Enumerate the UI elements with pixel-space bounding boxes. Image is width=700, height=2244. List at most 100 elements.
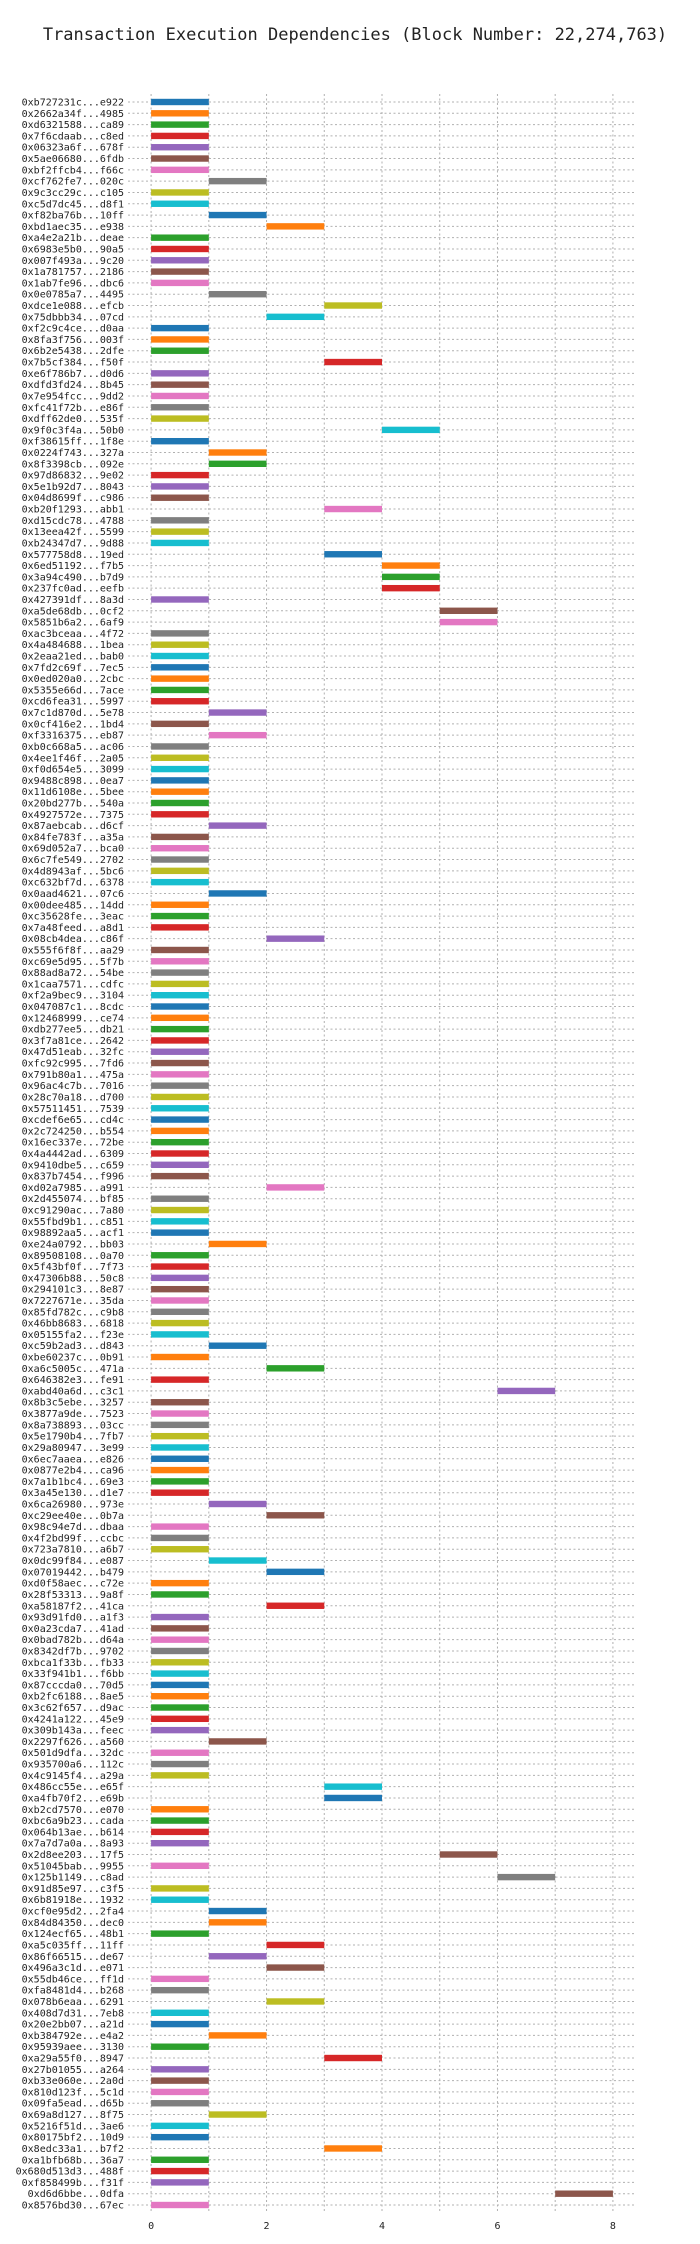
task-bar <box>151 912 209 920</box>
task-bar <box>151 1421 209 1429</box>
task-bar <box>151 1410 209 1417</box>
y-tick-label: 0x69a8d127...8f75 <box>22 2110 124 2121</box>
y-tick-label: 0xa1bfb68b...36a7 <box>22 2155 124 2166</box>
y-tick-label: 0x0e0785a7...4495 <box>22 290 124 301</box>
y-tick-label: 0xabd40a6d...c3c1 <box>22 1386 124 1397</box>
y-tick-label: 0x5851b6a2...6af9 <box>22 618 124 629</box>
task-bar <box>151 969 209 976</box>
y-tick-label: 0xc69e5d95...5f7b <box>22 957 124 968</box>
y-tick-label: 0x4c9145f4...a29a <box>22 1771 124 1782</box>
y-tick-label: 0x935700a6...112c <box>22 1760 124 1771</box>
y-tick-label: 0x6ed51192...f7b5 <box>22 561 124 572</box>
task-bar <box>151 257 209 264</box>
task-bar <box>497 1873 556 1881</box>
task-bar <box>151 1828 209 1836</box>
y-tick-label: 0x427391df...8a3d <box>22 595 124 606</box>
task-bar <box>208 1342 267 1349</box>
task-bar <box>151 1432 209 1440</box>
y-tick-label: 0x555f6f8f...aa29 <box>22 945 124 956</box>
y-tick-label: 0x646382e3...fe91 <box>22 1375 124 1386</box>
task-bar <box>151 1986 209 1994</box>
y-tick-label: 0x8fa3f756...003f <box>22 335 124 346</box>
x-tick-label: 0 <box>148 2221 154 2232</box>
task-bar <box>151 1772 209 1779</box>
y-tick-label: 0x3c62f657...d9ac <box>22 1703 124 1714</box>
y-tick-label: 0x86f66515...de67 <box>22 1952 124 1963</box>
y-tick-label: 0x06323a6f...678f <box>22 143 124 154</box>
y-tick-label: 0xac3bceaa...4f72 <box>22 629 124 640</box>
y-tick-label: 0x125b1149...c8ad <box>22 1873 124 1884</box>
y-tick-label: 0xbc6a9b23...cada <box>22 1816 124 1827</box>
y-tick-label: 0x8a738893...03cc <box>22 1420 124 1431</box>
task-bar <box>151 166 209 174</box>
y-tick-label: 0xc5d7dc45...d8f1 <box>22 199 124 210</box>
task-bar <box>151 1670 209 1677</box>
task-bar <box>151 1297 209 1304</box>
y-tick-label: 0x98c94e7d...dbaa <box>22 1522 124 1533</box>
task-bar <box>151 992 209 999</box>
task-bar <box>151 1647 209 1655</box>
y-tick-label: 0x27b01055...a264 <box>22 2065 124 2076</box>
task-bar <box>151 121 209 128</box>
task-bar <box>151 110 209 117</box>
y-tick-label: 0x8edc33a1...b7f2 <box>22 2144 124 2155</box>
task-bar <box>151 347 209 354</box>
task-bar <box>208 177 267 185</box>
task-bar <box>382 426 440 434</box>
y-tick-label: 0x309b143a...feec <box>22 1726 124 1737</box>
task-bar <box>151 1399 209 1406</box>
y-tick-label: 0x5e1790b4...7fb7 <box>22 1432 124 1443</box>
task-bar <box>208 291 267 298</box>
y-tick-label: 0x93d91fd0...a1f3 <box>22 1613 124 1624</box>
y-tick-label: 0x1a781757...2186 <box>22 267 124 278</box>
y-tick-label: 0x2662a34f...4985 <box>22 109 124 120</box>
task-bar <box>382 573 440 581</box>
y-tick-label: 0xa6c5005c...471a <box>22 1364 124 1375</box>
task-bar <box>208 2032 267 2039</box>
task-bar <box>151 596 209 603</box>
y-tick-label: 0x8f3398cb...092e <box>22 459 124 470</box>
task-bar <box>151 517 209 524</box>
y-tick-label: 0x11d6108e...5bee <box>22 787 124 798</box>
task-bar <box>151 856 209 863</box>
task-bar <box>151 686 209 694</box>
y-tick-label: 0xd0f58aec...c72e <box>22 1579 124 1590</box>
y-tick-label: 0xf3316375...eb87 <box>22 731 124 742</box>
y-tick-label: 0xb0c668a5...ac06 <box>22 742 124 753</box>
task-bar <box>151 946 209 954</box>
task-bar <box>151 2077 209 2084</box>
y-tick-label: 0x6ca26980...973e <box>22 1500 124 1511</box>
x-tick-label: 2 <box>264 2221 270 2232</box>
y-tick-label: 0xa29a55f0...8947 <box>22 2054 124 2065</box>
task-bar <box>151 2066 209 2073</box>
task-bar <box>266 1964 325 1971</box>
y-tick-label: 0xf2c9c4ce...d0aa <box>22 324 124 335</box>
y-tick-label: 0xb727231c...e922 <box>22 98 124 109</box>
y-tick-label: 0x496a3c1d...e071 <box>22 1963 124 1974</box>
task-bar <box>208 2111 267 2118</box>
y-tick-label: 0x810d123f...5c1d <box>22 2087 124 2098</box>
x-tick-label: 6 <box>494 2221 500 2232</box>
chart-title: Transaction Execution Dependencies (Bloc… <box>43 25 667 45</box>
y-tick-label: 0xf82ba76b...10ff <box>22 211 124 222</box>
y-tick-label: 0x1ab7fe96...dbc6 <box>22 278 124 289</box>
y-tick-label: 0x7227671e...35da <box>22 1296 124 1307</box>
task-bar <box>151 1308 209 1315</box>
y-tick-label: 0x5e1b92d7...8043 <box>22 482 124 493</box>
task-bar <box>266 223 325 230</box>
y-tick-label: 0xdce1e088...efcb <box>22 301 124 312</box>
task-bar <box>151 1048 209 1055</box>
bars-layer <box>151 98 613 2209</box>
y-tick-label: 0x7a48feed...a8d1 <box>22 923 124 934</box>
task-bar <box>151 1218 209 1225</box>
y-tick-label: 0x9c3cc29c...c105 <box>22 188 124 199</box>
y-tick-label: 0x2d8ee203...17f5 <box>22 1850 124 1861</box>
task-bar <box>151 698 209 705</box>
task-bar <box>151 437 209 445</box>
task-bar <box>439 607 498 614</box>
y-tick-label: 0x12468999...ce74 <box>22 1013 124 1024</box>
task-bar <box>151 1715 209 1723</box>
task-bar <box>324 2054 382 2062</box>
y-tick-label: 0xcf762fe7...020c <box>22 177 124 188</box>
y-tick-label: 0x08cb4dea...c86f <box>22 934 124 945</box>
